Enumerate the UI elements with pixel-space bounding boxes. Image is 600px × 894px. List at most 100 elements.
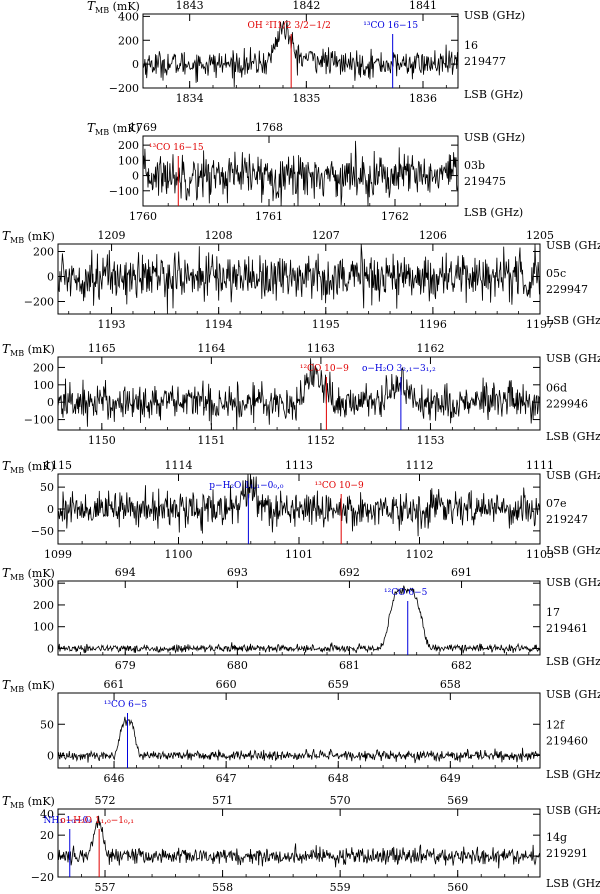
- panel-12f: 646 647 648 649 661 660 659 658 0 50 TMB (mK) USB (…: [2, 678, 600, 785]
- y-tick-label: 0: [47, 750, 54, 763]
- y-axis-label: TMB (mK): [2, 794, 55, 810]
- lsb-tick-label: 647: [216, 772, 237, 785]
- lsb-tick-label: 1152: [307, 434, 335, 447]
- obsid-label: 219291: [546, 847, 588, 860]
- band-label: 05c: [546, 267, 566, 280]
- usb-tick-label: 1207: [312, 229, 340, 242]
- line-label: OH ²Π1/2 3/2−1/2: [247, 21, 330, 31]
- usb-tick-label: 693: [227, 566, 248, 579]
- lsb-tick-label: 1836: [409, 92, 437, 105]
- panel-07e: 1099 1100 1101 1102 1103 1115 1114 1113 1112 1111…: [2, 459, 600, 561]
- usb-tick-label: 1768: [255, 121, 283, 134]
- usb-tick-label: 1205: [526, 229, 554, 242]
- y-axis-label: TMB (mK): [2, 678, 55, 694]
- y-tick-label: 0: [47, 642, 54, 655]
- usb-tick-label: 1206: [419, 229, 447, 242]
- lsb-tick-label: 1197: [526, 318, 554, 331]
- band-label: 14g: [546, 831, 567, 844]
- usb-unit-label: USB (GHz): [546, 239, 600, 252]
- lsb-tick-label: 1193: [98, 318, 126, 331]
- y-axis-label: TMB (mK): [87, 0, 140, 15]
- lsb-tick-label: 648: [328, 772, 349, 785]
- lsb-tick-label: 1151: [197, 434, 225, 447]
- usb-tick-label: 569: [447, 794, 468, 807]
- lsb-tick-label: 649: [440, 772, 461, 785]
- line-label: ¹²CO 10−9: [300, 364, 349, 374]
- usb-tick-label: 659: [328, 678, 349, 691]
- y-tick-label: 40: [40, 808, 54, 821]
- spectrum-line: [57, 716, 541, 764]
- y-tick-label: 20: [40, 829, 54, 842]
- line-label: p−H₂O 1₁,₁−0₀,₀: [209, 481, 284, 491]
- usb-tick-label: 1164: [197, 342, 225, 355]
- spectrum-line: [142, 140, 459, 207]
- y-tick-label: 0: [47, 271, 54, 284]
- lsb-tick-label: 1099: [44, 548, 72, 561]
- y-axis-label: TMB (mK): [87, 121, 140, 137]
- y-tick-label: 0: [132, 58, 139, 71]
- spectrum-line: [57, 358, 541, 430]
- lsb-tick-label: 1194: [205, 318, 233, 331]
- obsid-label: 219460: [546, 735, 588, 748]
- y-tick-label: 200: [118, 139, 139, 152]
- lsb-tick-label: 1153: [416, 434, 444, 447]
- lsb-tick-label: 557: [95, 881, 116, 894]
- usb-tick-label: 1114: [165, 459, 193, 472]
- plot-frame: [142, 13, 459, 89]
- lsb-tick-label: 679: [115, 659, 136, 672]
- band-label: 12f: [546, 719, 565, 732]
- usb-tick-label: 694: [115, 566, 136, 579]
- usb-tick-label: 661: [104, 678, 125, 691]
- spectrum-line: [57, 585, 541, 654]
- y-tick-label: −50: [31, 525, 54, 538]
- band-label: 17: [546, 606, 560, 619]
- lsb-unit-label: LSB (GHz): [546, 544, 600, 557]
- usb-tick-label: 691: [451, 566, 472, 579]
- plot-frame: [142, 135, 459, 207]
- usb-tick-label: 1111: [526, 459, 554, 472]
- spectrum-line: [57, 473, 541, 537]
- obsid-label: 219247: [546, 513, 588, 526]
- y-tick-label: 400: [118, 10, 139, 23]
- usb-tick-label: 1842: [292, 0, 320, 12]
- y-tick-label: 300: [33, 577, 54, 590]
- y-axis-label: TMB (mK): [2, 459, 55, 475]
- spectrum-line: [57, 243, 541, 315]
- usb-unit-label: USB (GHz): [546, 804, 600, 817]
- y-tick-label: 0: [47, 503, 54, 516]
- lsb-tick-label: 682: [451, 659, 472, 672]
- y-axis-label: TMB (mK): [2, 342, 55, 358]
- line-label: ¹³CO 16−15: [363, 21, 418, 31]
- lsb-tick-label: 1835: [292, 92, 320, 105]
- plot-frame: [57, 692, 541, 769]
- y-tick-label: −200: [24, 296, 54, 309]
- panel-05c: 1193 1194 1195 1196 1197 1209 1208 1207 1206 1205…: [2, 229, 600, 331]
- lsb-tick-label: 1834: [176, 92, 204, 105]
- line-label: ¹³CO 10−9: [315, 481, 364, 491]
- y-tick-label: 200: [33, 246, 54, 259]
- lsb-unit-label: LSB (GHz): [546, 768, 600, 781]
- usb-tick-label: 1112: [406, 459, 434, 472]
- line-label: o−H₂O 3₂,₁−3₁,₂: [362, 364, 436, 374]
- usb-tick-label: 570: [330, 794, 351, 807]
- lsb-tick-label: 1150: [88, 434, 116, 447]
- lsb-tick-label: 646: [104, 772, 125, 785]
- spectrum-line: [142, 19, 459, 88]
- usb-tick-label: 1162: [416, 342, 444, 355]
- usb-tick-label: 1841: [409, 0, 437, 12]
- usb-tick-label: 658: [440, 678, 461, 691]
- usb-unit-label: USB (GHz): [464, 9, 525, 22]
- usb-tick-label: 1843: [176, 0, 204, 12]
- y-tick-label: 200: [118, 34, 139, 47]
- y-axis-label: TMB (mK): [2, 566, 55, 582]
- usb-tick-label: 1769: [129, 121, 157, 134]
- usb-tick-label: 1115: [44, 459, 72, 472]
- lsb-tick-label: 1100: [165, 548, 193, 561]
- panel-03b: 1760 1761 1762 1769 1768 −100 0 100 200 TMB (mK) U…: [87, 121, 525, 223]
- usb-unit-label: USB (GHz): [546, 352, 600, 365]
- lsb-tick-label: 681: [339, 659, 360, 672]
- usb-tick-label: 571: [212, 794, 233, 807]
- spectrum-line: [57, 815, 541, 869]
- lsb-unit-label: LSB (GHz): [546, 877, 600, 890]
